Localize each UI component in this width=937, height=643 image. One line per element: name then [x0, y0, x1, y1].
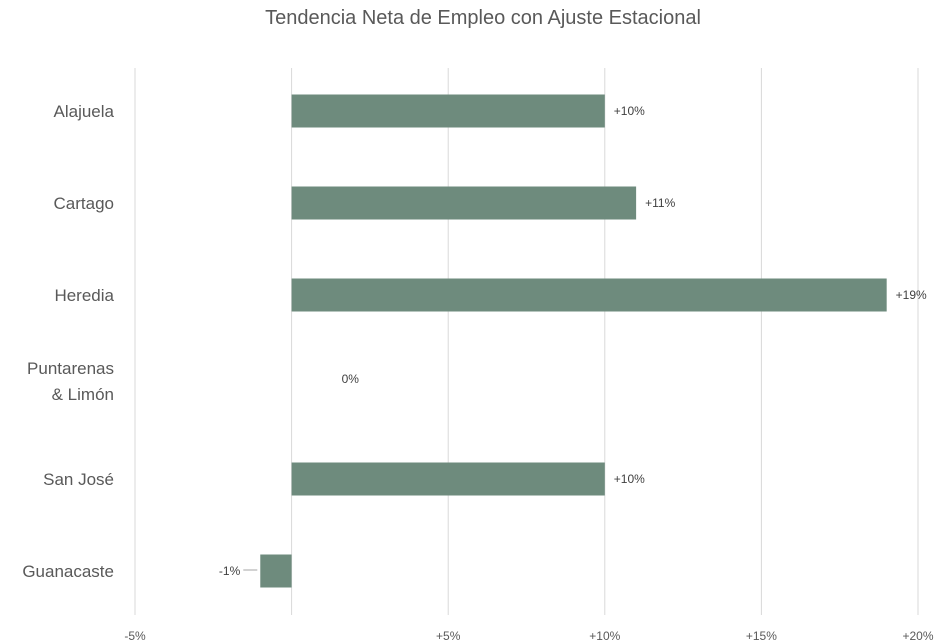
data-labels: +10% +11% +19% 0% +10% -1%	[219, 104, 927, 578]
data-label: -1%	[219, 564, 241, 578]
x-tick-labels: -5% +5% +10% +15% +20%	[124, 629, 934, 643]
chart-title: Tendencia Neta de Empleo con Ajuste Esta…	[265, 7, 701, 29]
bar	[291, 278, 887, 312]
category-labels: Alajuela Cartago Heredia Puntarenas & Limón S…	[22, 102, 114, 581]
data-label: +11%	[645, 196, 675, 210]
category-label: Heredia	[54, 286, 114, 305]
bars	[260, 94, 887, 588]
x-tick-label: +10%	[589, 629, 620, 643]
bar	[291, 462, 605, 496]
category-label: San José	[43, 470, 114, 489]
category-label: Guanacaste	[22, 562, 114, 581]
data-label: 0%	[342, 372, 360, 386]
x-tick-label: -5%	[124, 629, 146, 643]
x-tick-label: +15%	[746, 629, 777, 643]
x-tick-label: +5%	[436, 629, 461, 643]
data-label: +10%	[614, 472, 645, 486]
gridlines	[134, 68, 919, 615]
bar	[291, 186, 637, 220]
category-label: Puntarenas	[27, 359, 114, 378]
bar	[291, 94, 605, 128]
bar	[260, 554, 292, 588]
x-tick-label: +20%	[902, 629, 933, 643]
category-label: Alajuela	[54, 102, 115, 121]
category-label: & Limón	[52, 385, 114, 404]
data-label: +19%	[896, 288, 927, 302]
category-label: Cartago	[54, 194, 114, 213]
data-label: +10%	[614, 104, 645, 118]
